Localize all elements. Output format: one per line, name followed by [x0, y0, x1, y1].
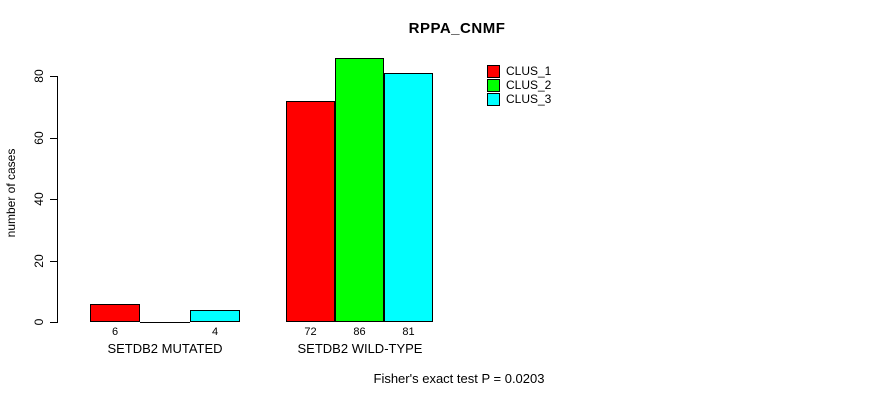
bar-clus_2-group2 [335, 58, 384, 322]
zero-bar-clus_2-group1 [140, 322, 190, 323]
legend-label-clus3: CLUS_3 [506, 92, 552, 106]
legend-swatch-clus2 [487, 78, 500, 92]
x-category-label-mutated: SETDB2 MUTATED [107, 341, 223, 356]
x-category-label-wildtype: SETDB2 WILD-TYPE [297, 341, 423, 356]
legend-label-clus2: CLUS_2 [506, 78, 552, 92]
legend-swatch-clus3 [487, 92, 500, 106]
y-axis-line [57, 76, 58, 323]
legend-item-clus2: CLUS_2 [487, 78, 551, 92]
legend-swatch-clus1 [487, 64, 500, 78]
y-tick [50, 261, 57, 262]
y-tick-label: 40 [32, 192, 46, 206]
bar-clus_1-group2 [286, 101, 335, 322]
y-axis-label: number of cases [4, 148, 18, 238]
bar-clus_1-group1 [90, 304, 140, 322]
chart-title: RPPA_CNMF [408, 20, 506, 37]
bar-clus_3-group1 [190, 310, 240, 322]
bar-value-label: 4 [211, 326, 219, 338]
legend-label-clus1: CLUS_1 [506, 64, 552, 78]
y-tick-label: 80 [32, 69, 46, 83]
y-tick [50, 322, 57, 323]
legend-item-clus3: CLUS_3 [487, 92, 551, 106]
y-tick [50, 199, 57, 200]
y-tick [50, 138, 57, 139]
legend-item-clus1: CLUS_1 [487, 64, 551, 78]
y-tick-label: 20 [32, 254, 46, 268]
y-tick [50, 76, 57, 77]
y-tick-label: 0 [32, 318, 46, 326]
bar-value-label: 72 [304, 326, 317, 338]
bar-value-label: 86 [353, 326, 366, 338]
bar-value-label: 81 [402, 326, 415, 338]
bar-clus_3-group2 [384, 73, 433, 322]
y-tick-label: 60 [32, 131, 46, 145]
bar-value-label: 6 [111, 326, 119, 338]
legend: CLUS_1 CLUS_2 CLUS_3 [487, 64, 551, 106]
fisher-test-annotation: Fisher's exact test P = 0.0203 [373, 371, 545, 386]
